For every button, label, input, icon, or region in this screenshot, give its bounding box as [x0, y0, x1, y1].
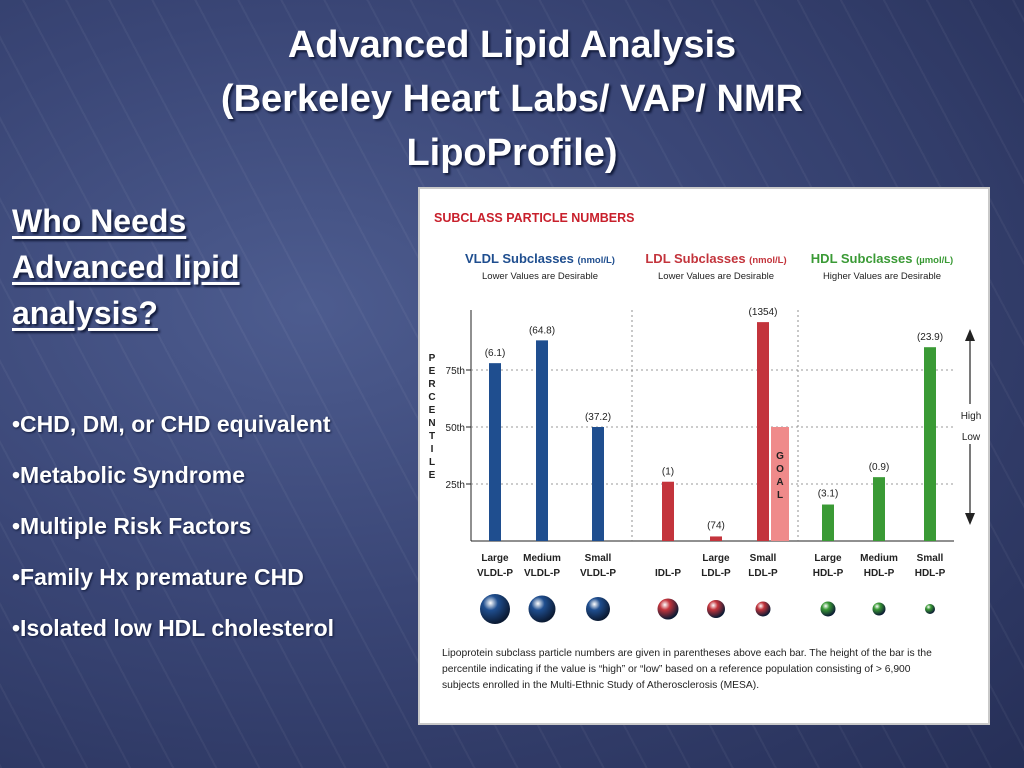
- x-tick-label: Large: [481, 553, 509, 564]
- goal-label-letter: A: [776, 477, 783, 488]
- group-note: Lower Values are Desirable: [658, 271, 774, 282]
- x-tick-label: VLDL-P: [524, 568, 560, 579]
- title-line-1: Advanced Lipid Analysis: [287, 24, 737, 66]
- group-name: HDL Subclasses: [811, 251, 916, 266]
- x-tick-label: HDL-P: [915, 568, 946, 579]
- list-item: •Metabolic Syndrome: [12, 462, 245, 488]
- group-unit: (nmol/L): [749, 255, 786, 266]
- particle-value-label: (64.8): [529, 325, 555, 336]
- bar: [924, 347, 936, 541]
- chart-panel: SUBCLASS PARTICLE NUMBERS VLDL Subclasses…: [418, 187, 990, 725]
- bar: [710, 536, 722, 541]
- x-tick-label: Large: [814, 553, 842, 564]
- particle-value-label: (37.2): [585, 412, 611, 423]
- particle-sphere: [657, 598, 679, 620]
- x-tick-label: HDL-P: [813, 568, 844, 579]
- group-name: VLDL Subclasses: [465, 251, 577, 266]
- group-header: LDL Subclasses (nmol/L): [645, 251, 786, 266]
- bar: [489, 363, 501, 541]
- x-tick-label: HDL-P: [864, 568, 895, 579]
- who-needs-heading: Who Needs Advanced lipid analysis?: [12, 198, 412, 336]
- bar: [873, 477, 885, 541]
- particle-sphere: [755, 601, 771, 617]
- particle-value-label: (6.1): [485, 348, 506, 359]
- x-tick-label: LDL-P: [701, 568, 731, 579]
- particle-chart: SUBCLASS PARTICLE NUMBERS VLDL Subclasses…: [428, 211, 984, 691]
- particle-value-label: (3.1): [818, 489, 839, 500]
- high-label: High: [961, 411, 982, 422]
- particle-value-label: (1): [662, 467, 674, 478]
- particle-sphere: [586, 597, 610, 621]
- y-axis-label-letter: T: [429, 431, 435, 442]
- x-tick-label: VLDL-P: [580, 568, 616, 579]
- footnote-line: subjects enrolled in the Multi-Ethnic St…: [442, 680, 759, 691]
- particle-value-label: (23.9): [917, 332, 943, 343]
- goal-label-letter: G: [776, 451, 784, 462]
- low-label: Low: [962, 432, 981, 443]
- particle-value-label: (74): [707, 520, 725, 531]
- footnote-line: percentile indicating if the value is “h…: [442, 664, 911, 675]
- particle-value-label: (1354): [749, 307, 778, 318]
- arrow-down-head: [965, 513, 975, 525]
- x-tick-label: Small: [585, 553, 612, 564]
- particle-value-label: (0.9): [869, 462, 890, 473]
- y-axis-label-letter: E: [429, 470, 436, 481]
- particle-sphere: [925, 604, 935, 614]
- y-tick-label: 75th: [446, 366, 465, 377]
- goal-label-letter: O: [776, 464, 784, 475]
- slide-title: Advanced Lipid Analysis (Berkeley Heart …: [0, 18, 1024, 180]
- list-item: •Family Hx premature CHD: [12, 564, 304, 590]
- y-tick-label: 25th: [446, 480, 465, 491]
- x-tick-label: Medium: [860, 553, 898, 564]
- footnote-line: Lipoprotein subclass particle numbers ar…: [442, 648, 932, 659]
- x-tick-label: VLDL-P: [477, 568, 513, 579]
- heading-line-1: Who Needs: [12, 203, 187, 239]
- particle-sphere: [480, 594, 510, 624]
- y-tick-label: 50th: [446, 423, 465, 434]
- heading-line-2: Advanced lipid: [12, 249, 240, 285]
- group-note: Higher Values are Desirable: [823, 271, 941, 282]
- bar: [536, 340, 548, 541]
- particle-sphere: [707, 600, 725, 618]
- group-header: HDL Subclasses (µmol/L): [811, 251, 953, 266]
- list-item: •Isolated low HDL cholesterol: [12, 615, 335, 641]
- goal-label-letter: L: [777, 490, 783, 501]
- y-axis-label-letter: P: [429, 353, 436, 364]
- chart-title: SUBCLASS PARTICLE NUMBERS: [434, 211, 634, 225]
- particle-sphere: [820, 601, 836, 617]
- bar: [662, 481, 674, 541]
- x-tick-label: Small: [750, 553, 777, 564]
- heading-line-3: analysis?: [12, 295, 158, 331]
- particle-sphere: [872, 602, 886, 616]
- bar: [592, 427, 604, 541]
- goal-bar: [771, 427, 789, 541]
- y-axis-label-letter: E: [429, 405, 436, 416]
- x-tick-label: LDL-P: [748, 568, 778, 579]
- arrow-up-head: [965, 329, 975, 341]
- particle-sphere: [528, 595, 556, 623]
- y-axis-label-letter: C: [428, 392, 435, 403]
- y-axis-label-letter: I: [431, 444, 434, 455]
- x-tick-label: Large: [702, 553, 730, 564]
- group-unit: (nmol/L): [578, 255, 615, 266]
- y-axis-label-letter: L: [429, 457, 435, 468]
- title-line-3: LipoProfile): [406, 132, 618, 174]
- y-axis-label-letter: E: [429, 366, 436, 377]
- y-axis-label-letter: N: [428, 418, 435, 429]
- group-note: Lower Values are Desirable: [482, 271, 598, 282]
- title-line-2: (Berkeley Heart Labs/ VAP/ NMR: [220, 78, 804, 120]
- group-name: LDL Subclasses: [645, 251, 749, 266]
- list-item: •Multiple Risk Factors: [12, 513, 252, 539]
- arrow-label-backdrop: [956, 404, 984, 444]
- bar: [822, 504, 834, 541]
- group-header: VLDL Subclasses (nmol/L): [465, 251, 615, 266]
- x-tick-label: Small: [917, 553, 944, 564]
- indication-list: •CHD, DM, or CHD equivalent •Metabolic S…: [12, 405, 412, 660]
- list-item: •CHD, DM, or CHD equivalent: [12, 411, 331, 437]
- y-axis-label-letter: R: [428, 379, 436, 390]
- x-tick-label: Medium: [523, 553, 561, 564]
- group-unit: (µmol/L): [916, 255, 953, 266]
- x-tick-label: IDL-P: [655, 568, 681, 579]
- bar: [757, 322, 769, 541]
